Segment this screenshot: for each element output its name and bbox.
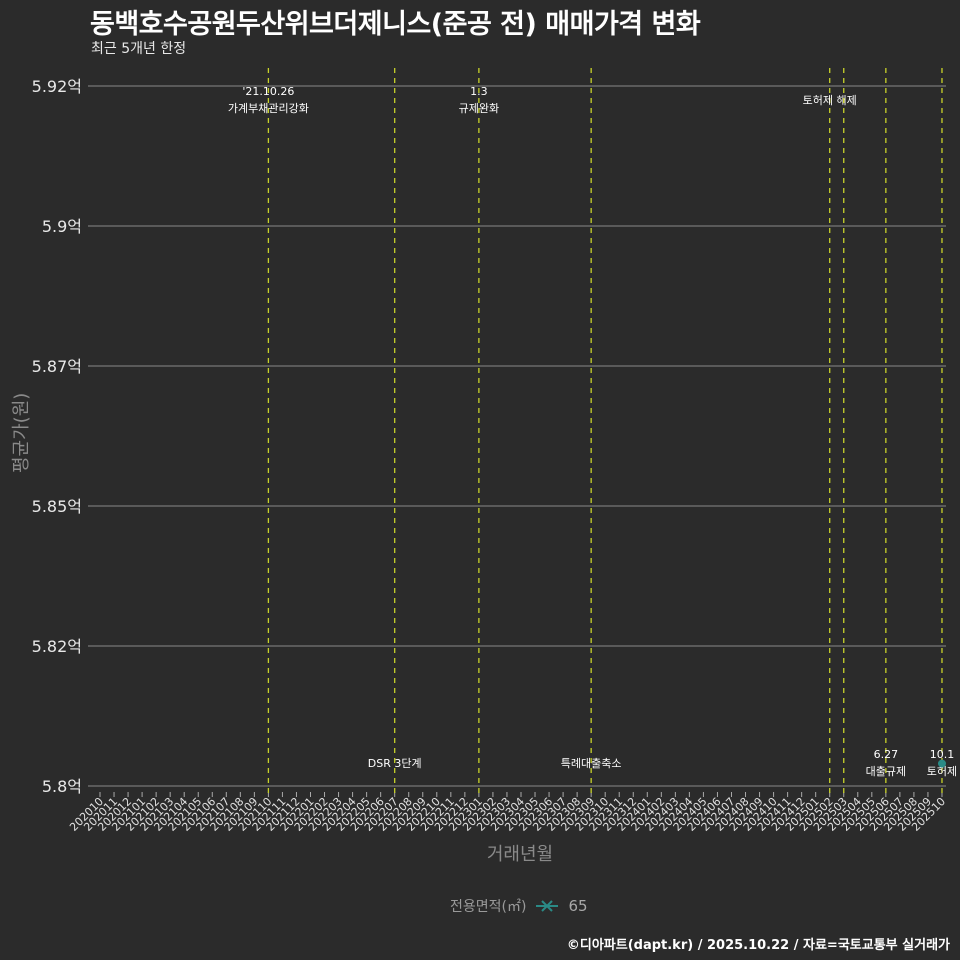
event-label: 대출규제	[866, 765, 906, 778]
event-date-label: '21.10.26	[242, 85, 294, 98]
legend-series-icon	[536, 900, 559, 912]
legend-label-65: 65	[568, 897, 588, 915]
legend: 전용면적(㎡) 65	[450, 896, 588, 916]
event-date-label: 10.1	[930, 748, 955, 761]
y-tick-label: 5.87억	[32, 357, 82, 376]
chart-subtitle: 최근 5개년 한정	[91, 41, 187, 57]
data-point[interactable]	[937, 759, 946, 768]
event-label: 특례대출축소	[561, 757, 622, 770]
chart-title: 동백호수공원두산위브더제니스(준공 전) 매매가격 변화	[90, 9, 701, 40]
event-date-label: 1.3	[470, 85, 488, 98]
plot-area: 5.8억5.82억5.85억5.87억5.9억5.92억202010202011…	[32, 68, 957, 834]
event-date-label: 6.27	[874, 748, 899, 761]
y-tick-label: 5.85억	[32, 497, 82, 516]
x-axis-title: 거래년월	[486, 844, 554, 865]
legend-title: 전용면적(㎡)	[450, 899, 527, 915]
source-credit: ©디아파트(dapt.kr) / 2025.10.22 / 자료=국토교통부 실…	[566, 938, 950, 953]
event-label: 토허제	[927, 765, 957, 778]
event-label: 가계부채관리강화	[228, 102, 309, 115]
y-tick-label: 5.8억	[42, 777, 82, 796]
event-label: 토허제 해제	[803, 93, 857, 107]
y-tick-label: 5.82억	[32, 637, 82, 656]
y-tick-label: 5.92억	[32, 77, 82, 96]
event-label: DSR 3단계	[368, 757, 422, 770]
y-tick-label: 5.9억	[42, 217, 82, 236]
event-label: 규제완화	[459, 102, 499, 115]
